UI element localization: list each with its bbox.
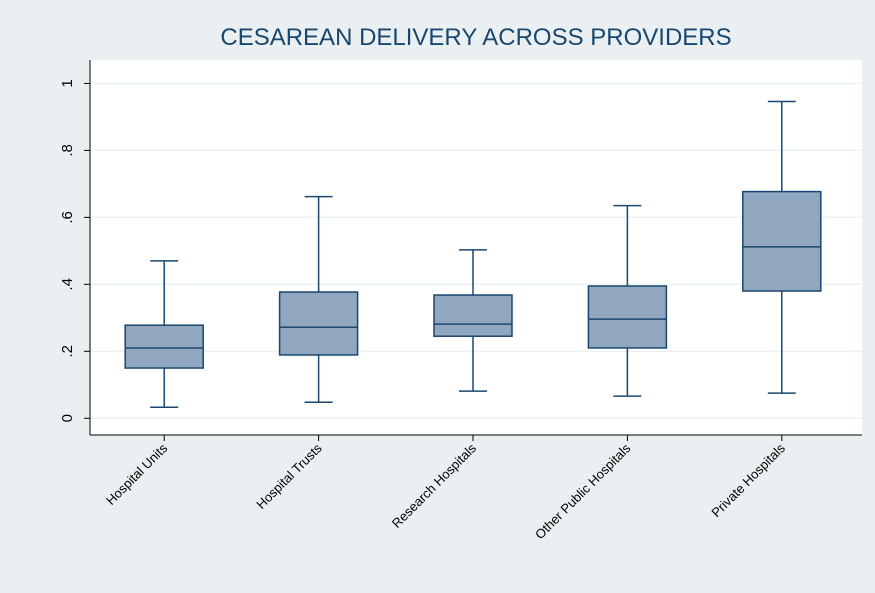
chart-title: CESAREAN DELIVERY ACROSS PROVIDERS [220, 24, 731, 51]
y-tick-label: .8 [59, 144, 76, 157]
box [278, 291, 359, 356]
box [742, 190, 822, 292]
box [587, 285, 668, 349]
y-tick-label: .2 [59, 345, 76, 358]
y-tick-label: 0 [59, 414, 76, 422]
y-tick-label: .4 [59, 278, 76, 291]
box [124, 324, 204, 369]
plot-region [90, 60, 862, 435]
y-tick-label: .6 [59, 211, 76, 224]
y-tick-label: 1 [59, 79, 76, 87]
box [433, 294, 513, 337]
